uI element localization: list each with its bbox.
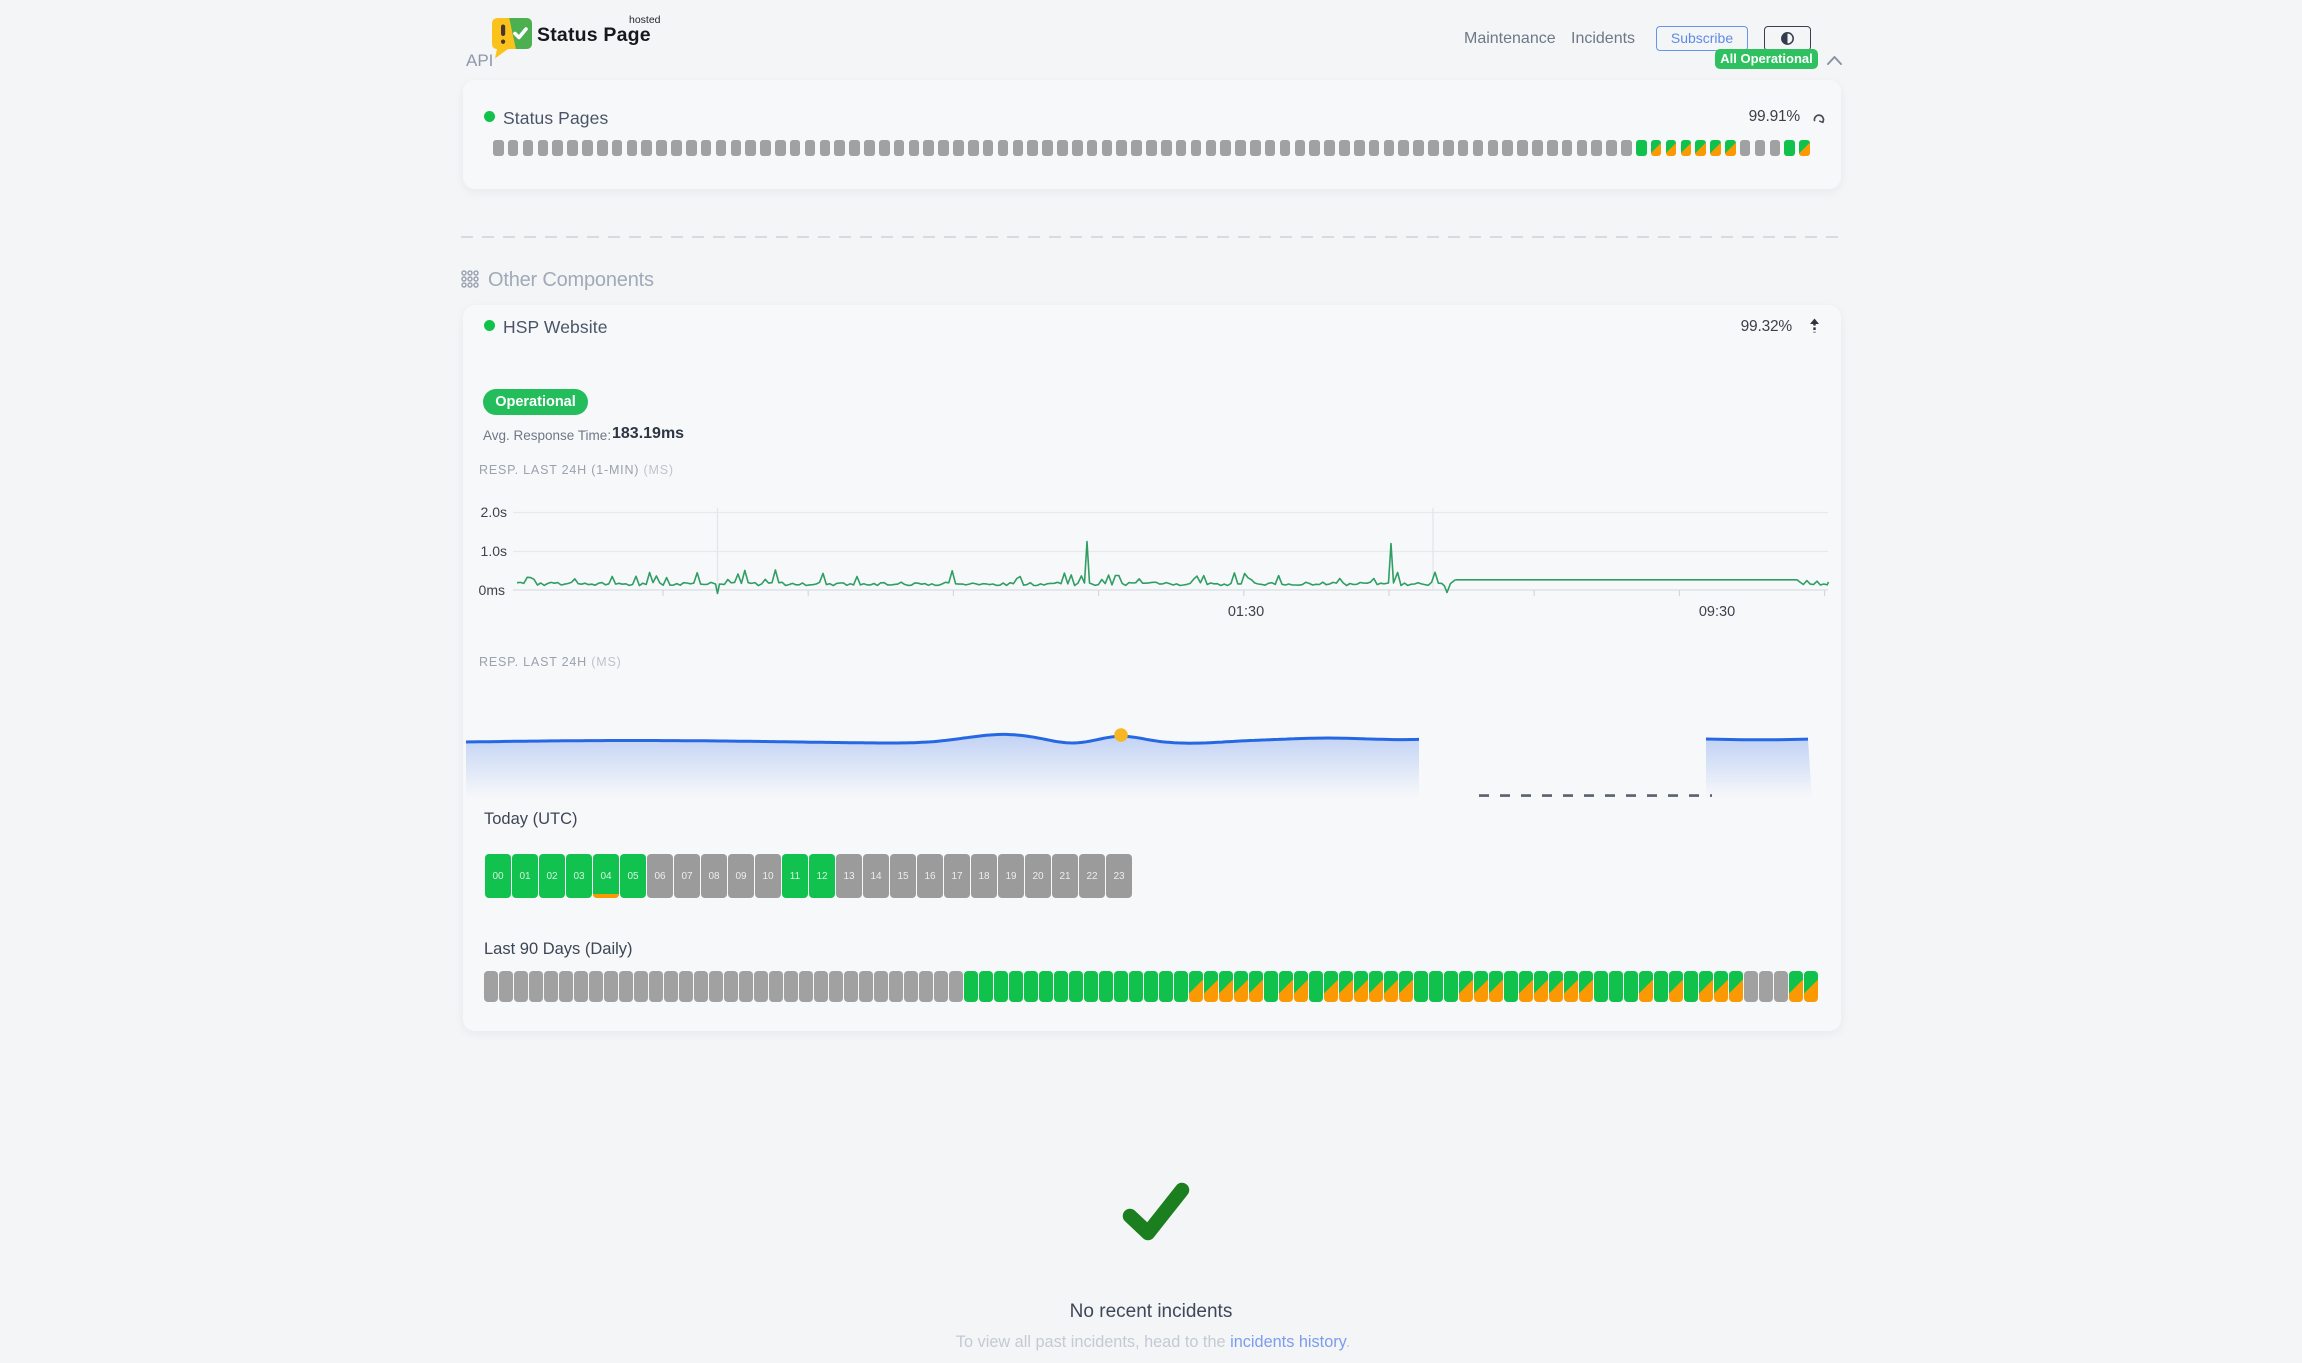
- svg-text:01:30: 01:30: [1228, 604, 1264, 620]
- svg-text:1.0s: 1.0s: [481, 543, 507, 559]
- svg-text:09:30: 09:30: [1699, 604, 1735, 620]
- svg-text:0ms: 0ms: [479, 582, 505, 598]
- svg-text:2.0s: 2.0s: [481, 504, 507, 520]
